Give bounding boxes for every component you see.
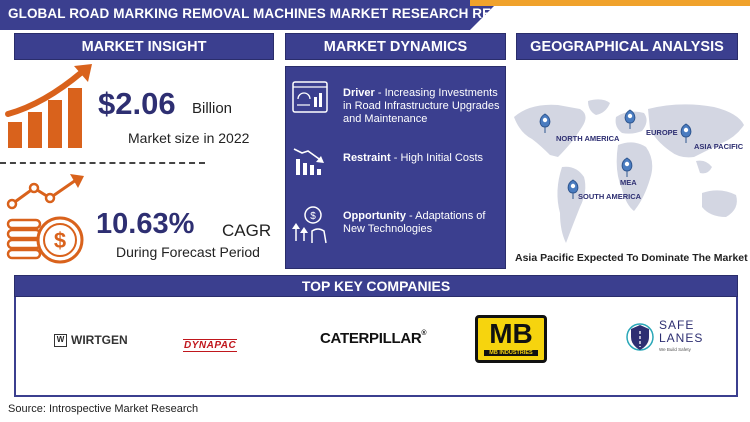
- south-america-shape: [557, 166, 586, 243]
- market-size-value: $2.06: [98, 86, 176, 121]
- cagr-caption: During Forecast Period: [116, 244, 260, 260]
- region-asia-pacific: ASIA PACIFIC: [694, 142, 744, 151]
- market-insight-panel: $2.06 Billion Market size in 2022 $ 10.6…: [0, 60, 278, 270]
- pin-mea: [621, 157, 633, 177]
- restraint-item: Restraint - High Initial Costs: [343, 152, 484, 164]
- growth-opportunity-icon: $: [292, 206, 327, 244]
- greenland-shape: [588, 99, 610, 115]
- north-america-shape: [514, 104, 586, 157]
- pin-north-america: [539, 113, 551, 133]
- title-bar: GLOBAL ROAD MARKING REMOVAL MACHINES MAR…: [0, 0, 750, 30]
- report-title: GLOBAL ROAD MARKING REMOVAL MACHINES MAR…: [8, 6, 530, 21]
- svg-text:$: $: [310, 211, 316, 222]
- divider-dashed: [0, 162, 205, 164]
- restraint-label: Restraint: [343, 152, 391, 164]
- pin-asia-pacific: [680, 123, 692, 143]
- region-north-america: NORTH AMERICA: [556, 134, 620, 143]
- title-accent-stripe: [470, 0, 750, 6]
- region-south-america: SOUTH AMERICA: [578, 192, 642, 201]
- opportunity-label: Opportunity: [343, 210, 406, 222]
- logo-safe-lanes: SAFE LANES We Build Safety: [625, 319, 717, 359]
- market-size-caption: Market size in 2022: [128, 130, 250, 146]
- svg-text:$: $: [54, 228, 66, 253]
- restraint-text: High Initial Costs: [400, 152, 484, 164]
- pin-europe: [624, 109, 636, 129]
- safe-lanes-shield-icon: [626, 323, 654, 351]
- market-size-unit: Billion: [192, 100, 233, 117]
- logo-dynapac: DYNAPAC: [183, 339, 238, 352]
- growth-bar-chart-icon: [5, 64, 92, 148]
- driver-text: Increasing Investments in Road Infrastru…: [343, 87, 500, 125]
- companies-box: TOP KEY COMPANIES W WIRTGEN DYNAPAC CATE…: [14, 275, 738, 397]
- market-dynamics-panel: Driver - Increasing Investments in Road …: [285, 66, 506, 269]
- dollar-coins-growth-icon: $: [6, 174, 84, 264]
- region-europe: EUROPE: [646, 128, 678, 137]
- top-companies-heading: TOP KEY COMPANIES: [14, 275, 738, 297]
- declining-chart-icon: [293, 148, 324, 175]
- region-mea: MEA: [620, 178, 637, 187]
- opportunity-item: Opportunity - Adaptations of New Technol…: [343, 210, 486, 235]
- driver-label: Driver: [343, 87, 375, 99]
- world-map: NORTH AMERICA EUROPE ASIA PACIFIC MEA SO…: [514, 99, 744, 243]
- dashboard-chart-icon: [292, 81, 328, 113]
- source-note: Source: Introspective Market Research: [8, 403, 199, 415]
- title-band: [0, 0, 500, 30]
- opportunity-text: Adaptations of New Technologies: [343, 210, 486, 235]
- market-dynamics-heading: MARKET DYNAMICS: [285, 33, 506, 60]
- market-insight-heading: MARKET INSIGHT: [14, 33, 274, 60]
- australia-shape: [702, 190, 737, 217]
- wirtgen-mark-icon: W: [54, 333, 67, 347]
- asia-shape: [648, 104, 744, 158]
- logo-mb-industries: MB MB INDUSTRIES: [475, 315, 547, 363]
- cagr-unit: CAGR: [222, 221, 272, 240]
- geographical-analysis-heading: GEOGRAPHICAL ANALYSIS: [516, 33, 738, 60]
- geo-caption: Asia Pacific Expected To Dominate The Ma…: [515, 252, 748, 264]
- cagr-value: 10.63%: [96, 208, 195, 240]
- southeast-asia-shape: [696, 160, 712, 174]
- driver-item: Driver - Increasing Investments in Road …: [343, 87, 500, 125]
- logo-wirtgen: W WIRTGEN: [54, 333, 128, 347]
- pin-south-america: [567, 179, 579, 199]
- logo-caterpillar: CATERPILLAR®: [320, 330, 427, 347]
